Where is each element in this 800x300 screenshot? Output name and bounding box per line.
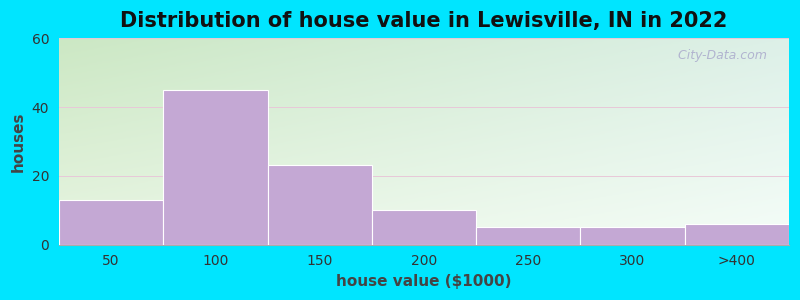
Bar (163, 90, 267, 244)
Bar (685, 224, 789, 244)
Y-axis label: houses: houses (11, 111, 26, 172)
Bar (580, 227, 685, 244)
Bar (476, 227, 580, 244)
Title: Distribution of house value in Lewisville, IN in 2022: Distribution of house value in Lewisvill… (120, 11, 728, 31)
Bar (267, 166, 372, 244)
Bar (372, 210, 476, 244)
X-axis label: house value ($1000): house value ($1000) (336, 274, 512, 289)
Bar (59, 200, 163, 244)
Text: City-Data.com: City-Data.com (674, 49, 767, 62)
